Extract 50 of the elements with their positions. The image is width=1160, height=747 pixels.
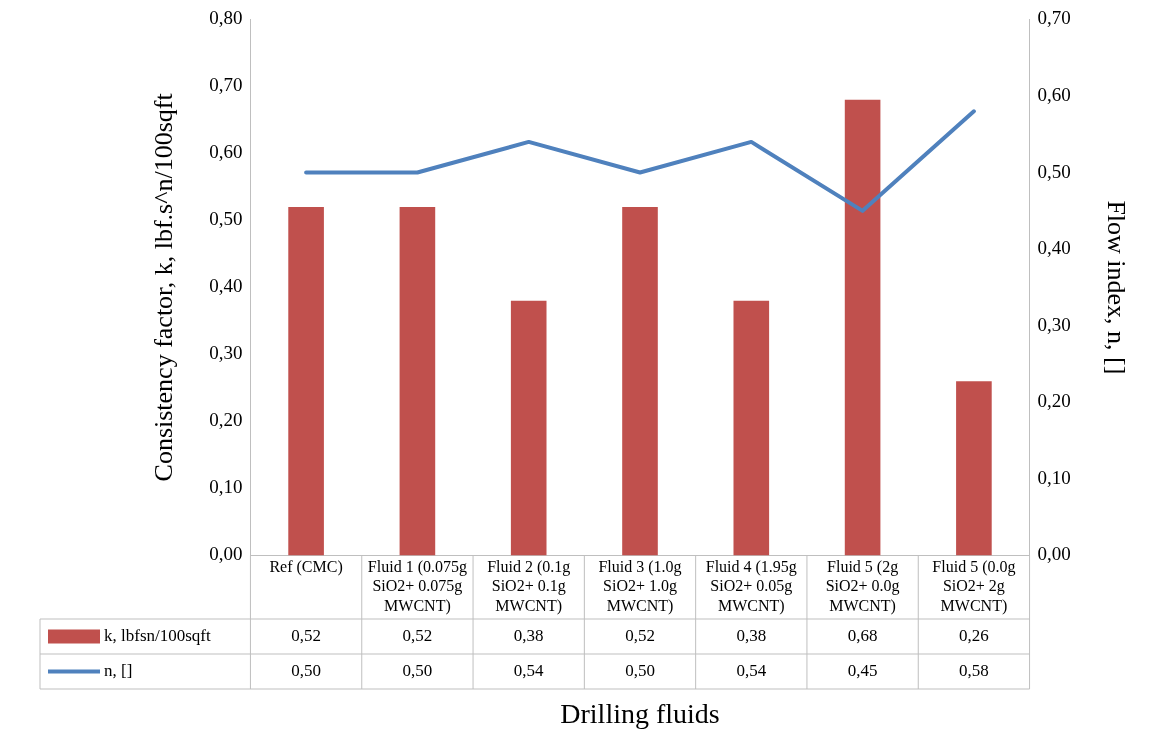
bar: [844, 99, 881, 556]
bar: [733, 300, 770, 556]
data-label: 0,68: [847, 625, 878, 645]
data-label: 0,38: [513, 625, 544, 645]
y-tick-label: 0,10: [209, 476, 243, 498]
bar: [956, 381, 992, 556]
x-tick-label: Fluid 2 (0.1g SiO2+ 0.1g MWCNT): [487, 558, 571, 615]
y-tick-label: 0,20: [209, 409, 243, 431]
y2-tick-label: 0,20: [1037, 390, 1071, 412]
x-tick-label: Fluid 3 (1.0g SiO2+ 1.0g MWCNT): [598, 558, 682, 615]
y-tick-label: 0,70: [209, 74, 243, 96]
x-tick-label: Fluid 5 (0.0g SiO2+ 2g MWCNT): [932, 558, 1016, 615]
data-label: 0,38: [736, 625, 767, 645]
data-label: 0,45: [847, 660, 878, 680]
y-tick-label: 0,50: [209, 208, 243, 230]
y-tick-label: 0,40: [209, 275, 243, 297]
y2-tick-label: 0,60: [1037, 83, 1071, 105]
legend-label: n, []: [104, 660, 133, 680]
x-tick-label: Ref (CMC): [269, 558, 343, 577]
y-tick-label: 0,30: [209, 342, 243, 364]
data-label: 0,26: [959, 625, 989, 645]
x-axis-title: Drilling fluids: [560, 698, 720, 730]
y-tick-label: 0,80: [209, 7, 243, 29]
data-label: 0,50: [291, 660, 321, 680]
data-label: 0,52: [402, 625, 433, 645]
data-label: 0,54: [736, 660, 767, 680]
bar: [399, 207, 436, 556]
y2-axis-title: Flow index, n, []: [1101, 200, 1131, 375]
x-tick-label: Fluid 4 (1.95g SiO2+ 0.05g MWCNT): [705, 558, 797, 615]
y2-tick-label: 0,40: [1037, 237, 1071, 259]
data-label: 0,52: [625, 625, 655, 645]
y-tick-label: 0,00: [209, 543, 243, 565]
y2-tick-label: 0,50: [1037, 160, 1071, 182]
y-axis-title: Consistency factor, k, lbf.s^n/100sqft: [149, 92, 179, 482]
y2-tick-label: 0,10: [1037, 466, 1071, 488]
y2-tick-label: 0,00: [1037, 543, 1071, 565]
bar: [510, 300, 547, 556]
x-tick-label: Fluid 5 (2g SiO2+ 0.0g MWCNT): [825, 558, 900, 615]
data-label: 0,52: [291, 625, 321, 645]
legend-label: k, lbfsn/100sqft: [104, 625, 211, 645]
y2-tick-label: 0,30: [1037, 313, 1071, 335]
bar: [622, 207, 658, 556]
data-label: 0,50: [625, 660, 655, 680]
data-label: 0,58: [959, 660, 989, 680]
data-label: 0,54: [513, 660, 545, 680]
data-label: 0,50: [402, 660, 433, 680]
y2-tick-label: 0,70: [1037, 7, 1071, 29]
y-tick-label: 0,60: [209, 141, 243, 163]
bar: [288, 207, 324, 556]
x-tick-label: Fluid 1 (0.075g SiO2+ 0.075g MWCNT): [367, 558, 467, 615]
